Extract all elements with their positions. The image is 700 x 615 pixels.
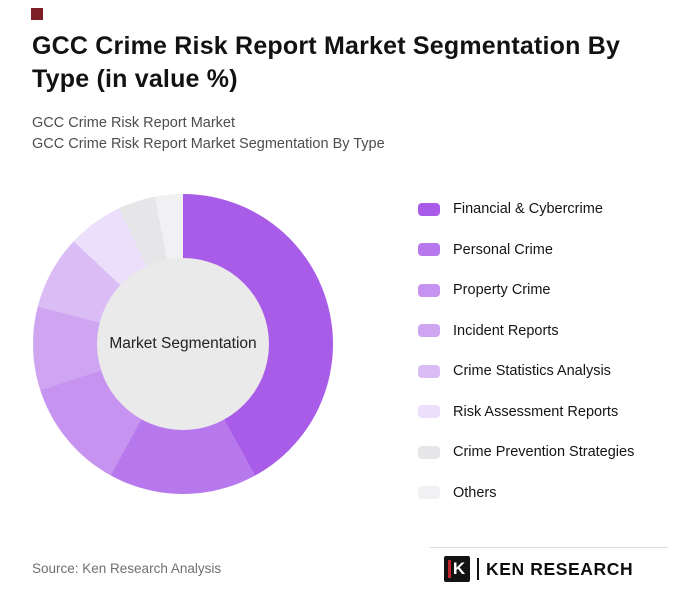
subtitle-block: GCC Crime Risk Report Market GCC Crime R…: [32, 113, 385, 155]
legend-swatch-icon: [418, 364, 440, 378]
legend-item-others: Others: [418, 485, 634, 501]
legend-swatch-icon: [418, 486, 440, 499]
subtitle-segmentation: GCC Crime Risk Report Market Segmentatio…: [32, 136, 385, 153]
legend-label: Others: [453, 484, 497, 501]
subtitle-market: GCC Crime Risk Report Market: [32, 115, 236, 131]
legend-swatch-icon: [418, 445, 440, 459]
legend-swatch-icon: [418, 405, 440, 418]
legend-label: Property Crime: [453, 282, 551, 298]
legend-label: Personal Crime: [453, 241, 553, 258]
legend-label: Incident Reports: [453, 322, 559, 339]
source-note: Source: Ken Research Analysis: [32, 561, 222, 576]
legend-item-incident-reports: Incident Reports: [418, 323, 634, 339]
legend-item-personal-crime: Personal Crime: [418, 242, 634, 258]
legend-label: Financial & Cybercrime: [453, 201, 603, 217]
logo-wordmark: KEN RESEARCH: [486, 558, 634, 579]
legend-swatch-icon: [418, 283, 440, 297]
donut-center: Market Segmentation: [97, 258, 269, 430]
legend-swatch-icon: [418, 202, 440, 216]
legend-item-risk-assessment-reports: Risk Assessment Reports: [418, 404, 634, 420]
legend-swatch-icon: [418, 324, 440, 337]
legend-label: Crime Statistics Analysis: [453, 363, 611, 379]
legend-item-property-crime: Property Crime: [418, 282, 634, 298]
legend-item-crime-statistics-analysis: Crime Statistics Analysis: [418, 363, 634, 379]
legend-label: Risk Assessment Reports: [453, 403, 619, 420]
legend-item-financial-cybercrime: Financial & Cybercrime: [418, 201, 634, 217]
legend-swatch-icon: [418, 243, 440, 256]
logo-letter: K: [452, 559, 466, 578]
donut-center-label: Market Segmentation: [109, 335, 257, 352]
chart-legend: Financial & Cybercrime Personal Crime Pr…: [418, 201, 634, 501]
legend-item-crime-prevention-strategies: Crime Prevention Strategies: [418, 444, 634, 460]
logo-divider: [477, 558, 479, 580]
ken-research-logo: K KEN RESEARCH: [444, 556, 633, 582]
legend-label: Crime Prevention Strategies: [453, 444, 635, 460]
ken-research-logo-mark-icon: K: [444, 556, 470, 582]
brand-accent-square-icon: [31, 8, 43, 20]
donut-chart: Market Segmentation: [33, 194, 333, 494]
page-title: GCC Crime Risk Report Market Segmentatio…: [32, 32, 621, 93]
footer-divider: [430, 547, 668, 548]
